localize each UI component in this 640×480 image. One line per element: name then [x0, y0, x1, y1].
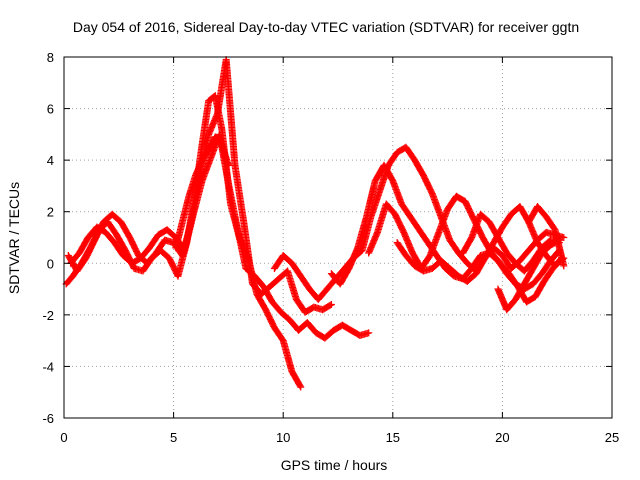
y-tick-label: 6	[47, 102, 54, 117]
data-point	[327, 301, 335, 309]
x-tick-label: 20	[495, 430, 509, 445]
plot-frame	[63, 56, 613, 419]
data-point	[560, 262, 568, 270]
grid	[64, 57, 612, 418]
x-axis-label: GPS time / hours	[281, 457, 388, 473]
y-tick-label: -4	[42, 359, 54, 374]
series-trace-j	[525, 203, 568, 270]
series-trace-g	[393, 228, 568, 285]
x-tick-label: 0	[60, 430, 67, 445]
y-tick-label: 4	[47, 153, 54, 168]
series-trace-f	[365, 192, 566, 306]
y-tick-label: 8	[47, 50, 54, 65]
axis-ticks: 0 5 10 15 20 25 -6 -4 -2 0 2 4 6 8	[42, 50, 619, 445]
data-point	[365, 329, 373, 337]
series-trace-k	[172, 133, 232, 252]
y-tick-label: -6	[42, 411, 54, 426]
y-tick-label: -2	[42, 308, 54, 323]
chart-title: Day 054 of 2016, Sidereal Day-to-day VTE…	[73, 19, 579, 35]
data-points	[62, 56, 568, 391]
data-point	[224, 161, 232, 169]
x-tick-label: 5	[170, 430, 177, 445]
y-axis-label: SDTVAR / TECUs	[6, 182, 22, 294]
data-point	[296, 382, 304, 390]
x-tick-label: 10	[276, 430, 290, 445]
series-trace-i	[494, 236, 563, 314]
data-point	[297, 383, 305, 391]
x-tick-label: 15	[386, 430, 400, 445]
y-tick-label: 2	[47, 205, 54, 220]
data-point	[326, 301, 334, 309]
x-tick-label: 25	[605, 430, 619, 445]
data-point	[560, 234, 568, 241]
series-trace-d	[270, 143, 568, 303]
y-tick-label: 0	[47, 256, 54, 271]
